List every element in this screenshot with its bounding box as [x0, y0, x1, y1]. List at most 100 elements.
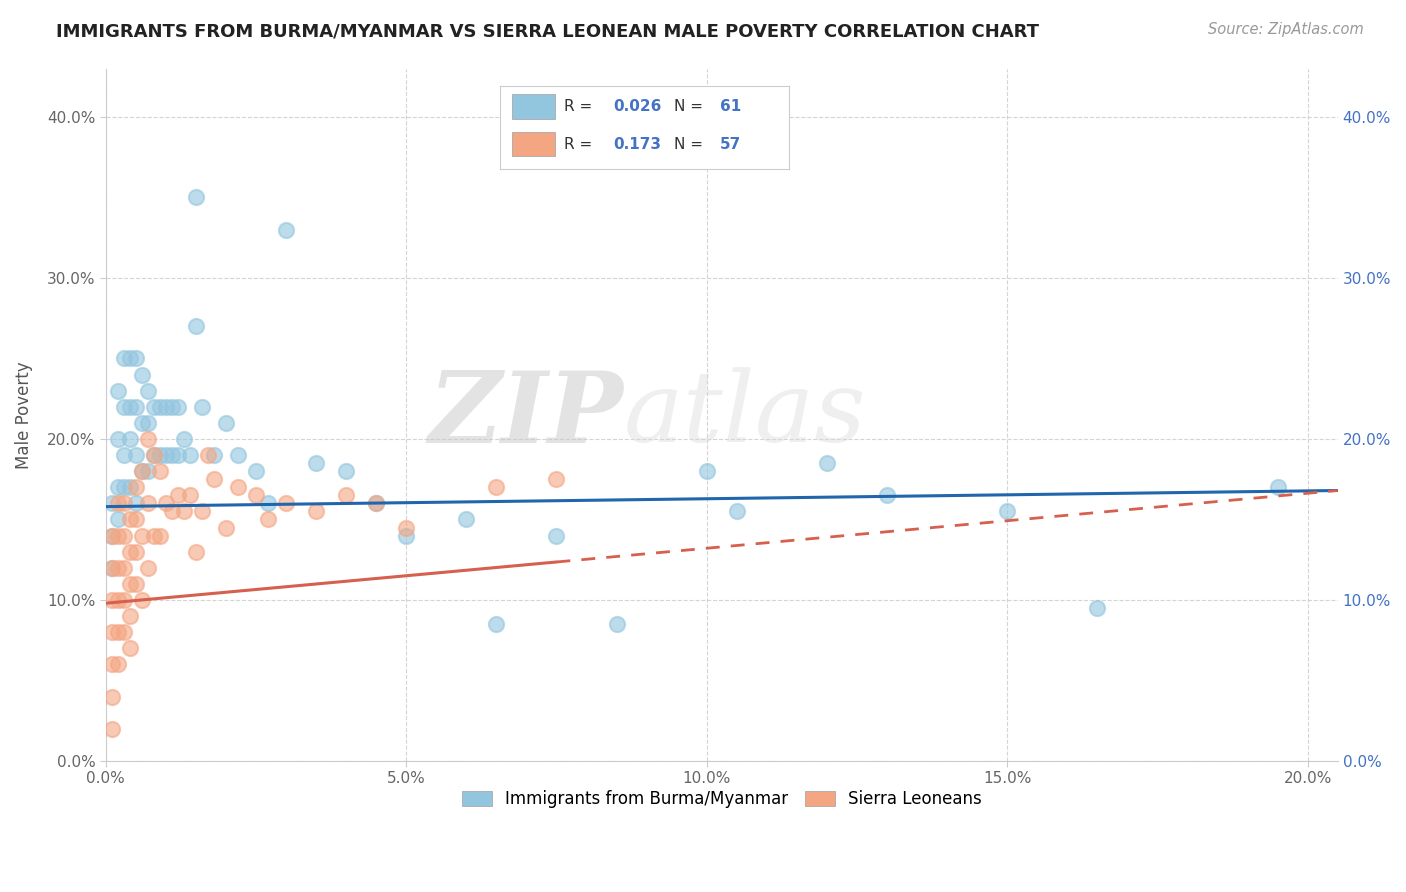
- Point: [107, 561, 129, 575]
- Point: [112, 400, 135, 414]
- Point: [160, 504, 183, 518]
- Point: [257, 512, 280, 526]
- Point: [125, 400, 148, 414]
- Point: [112, 448, 135, 462]
- Point: [191, 400, 214, 414]
- Point: [142, 448, 165, 462]
- Point: [226, 480, 249, 494]
- Point: [131, 593, 153, 607]
- Point: [118, 641, 141, 656]
- Point: [215, 416, 238, 430]
- Point: [125, 544, 148, 558]
- Point: [1267, 480, 1289, 494]
- Point: [274, 222, 297, 236]
- Text: Source: ZipAtlas.com: Source: ZipAtlas.com: [1208, 22, 1364, 37]
- Point: [167, 400, 190, 414]
- Point: [131, 528, 153, 542]
- Point: [149, 464, 172, 478]
- Point: [173, 432, 195, 446]
- Point: [456, 512, 478, 526]
- Point: [485, 617, 508, 632]
- Point: [257, 496, 280, 510]
- Point: [149, 528, 172, 542]
- Point: [155, 400, 177, 414]
- Text: ZIP: ZIP: [429, 367, 623, 463]
- Point: [184, 190, 207, 204]
- Point: [142, 448, 165, 462]
- Point: [366, 496, 388, 510]
- Point: [125, 496, 148, 510]
- Point: [149, 448, 172, 462]
- Point: [136, 432, 159, 446]
- Point: [167, 488, 190, 502]
- Point: [696, 464, 718, 478]
- Point: [118, 480, 141, 494]
- Point: [366, 496, 388, 510]
- Point: [202, 472, 225, 486]
- Point: [202, 448, 225, 462]
- Point: [149, 400, 172, 414]
- Point: [131, 368, 153, 382]
- Text: atlas: atlas: [623, 368, 866, 462]
- Point: [184, 319, 207, 334]
- Point: [112, 496, 135, 510]
- Point: [131, 464, 153, 478]
- Point: [101, 561, 124, 575]
- Point: [136, 464, 159, 478]
- Point: [1085, 601, 1108, 615]
- Point: [131, 464, 153, 478]
- Point: [112, 480, 135, 494]
- Point: [107, 593, 129, 607]
- Point: [101, 496, 124, 510]
- Text: IMMIGRANTS FROM BURMA/MYANMAR VS SIERRA LEONEAN MALE POVERTY CORRELATION CHART: IMMIGRANTS FROM BURMA/MYANMAR VS SIERRA …: [56, 22, 1039, 40]
- Point: [485, 480, 508, 494]
- Legend: Immigrants from Burma/Myanmar, Sierra Leoneans: Immigrants from Burma/Myanmar, Sierra Le…: [456, 784, 988, 815]
- Point: [107, 657, 129, 672]
- Point: [107, 384, 129, 398]
- Point: [335, 464, 357, 478]
- Point: [136, 561, 159, 575]
- Point: [136, 496, 159, 510]
- Point: [191, 504, 214, 518]
- Point: [226, 448, 249, 462]
- Point: [173, 504, 195, 518]
- Point: [305, 504, 328, 518]
- Point: [101, 690, 124, 704]
- Point: [725, 504, 748, 518]
- Point: [215, 520, 238, 534]
- Point: [131, 416, 153, 430]
- Point: [876, 488, 898, 502]
- Point: [107, 512, 129, 526]
- Point: [546, 528, 568, 542]
- Point: [142, 400, 165, 414]
- Point: [101, 528, 124, 542]
- Point: [125, 448, 148, 462]
- Point: [395, 528, 418, 542]
- Point: [118, 400, 141, 414]
- Point: [136, 384, 159, 398]
- Point: [118, 432, 141, 446]
- Y-axis label: Male Poverty: Male Poverty: [15, 361, 32, 468]
- Point: [245, 464, 267, 478]
- Point: [395, 520, 418, 534]
- Point: [160, 400, 183, 414]
- Point: [118, 609, 141, 624]
- Point: [179, 488, 201, 502]
- Point: [101, 657, 124, 672]
- Point: [815, 456, 838, 470]
- Point: [112, 561, 135, 575]
- Point: [112, 625, 135, 640]
- Point: [546, 472, 568, 486]
- Point: [101, 625, 124, 640]
- Point: [112, 593, 135, 607]
- Point: [107, 480, 129, 494]
- Point: [305, 456, 328, 470]
- Point: [245, 488, 267, 502]
- Point: [167, 448, 190, 462]
- Point: [101, 593, 124, 607]
- Point: [125, 512, 148, 526]
- Point: [118, 577, 141, 591]
- Point: [112, 351, 135, 366]
- Point: [160, 448, 183, 462]
- Point: [335, 488, 357, 502]
